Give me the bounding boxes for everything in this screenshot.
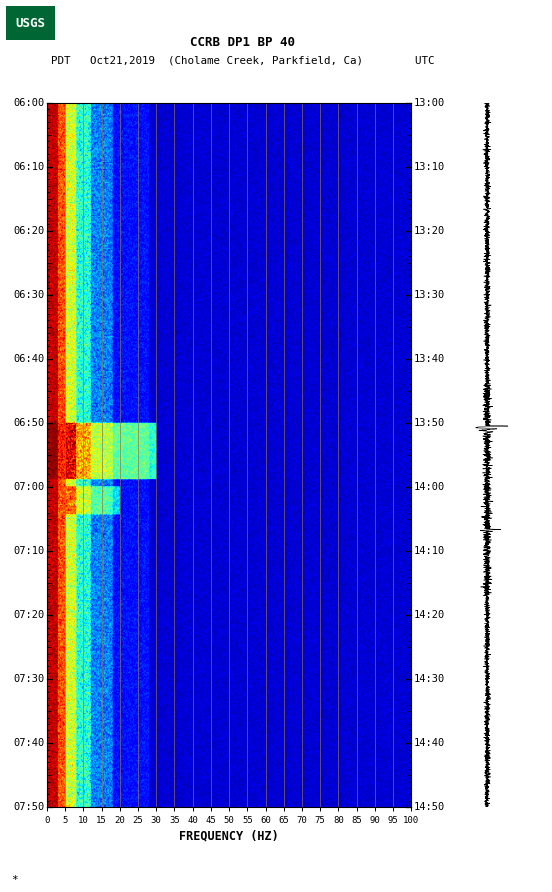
Text: 14:20: 14:20 xyxy=(414,610,445,620)
Text: USGS: USGS xyxy=(15,17,45,29)
Text: 07:30: 07:30 xyxy=(13,674,44,684)
Text: 14:10: 14:10 xyxy=(414,546,445,556)
Text: 06:30: 06:30 xyxy=(13,290,44,300)
Text: 13:10: 13:10 xyxy=(414,161,445,171)
Text: 14:50: 14:50 xyxy=(414,802,445,813)
Text: 14:40: 14:40 xyxy=(414,739,445,748)
Text: 06:50: 06:50 xyxy=(13,417,44,428)
Text: 07:50: 07:50 xyxy=(13,802,44,813)
Text: 14:00: 14:00 xyxy=(414,482,445,492)
FancyBboxPatch shape xyxy=(6,6,55,40)
Text: PDT   Oct21,2019  (Cholame Creek, Parkfield, Ca)        UTC: PDT Oct21,2019 (Cholame Creek, Parkfield… xyxy=(51,55,434,66)
Text: 07:10: 07:10 xyxy=(13,546,44,556)
Text: 06:20: 06:20 xyxy=(13,226,44,235)
Text: 13:30: 13:30 xyxy=(414,290,445,300)
Text: 07:20: 07:20 xyxy=(13,610,44,620)
Text: CCRB DP1 BP 40: CCRB DP1 BP 40 xyxy=(190,37,295,49)
Text: 13:40: 13:40 xyxy=(414,354,445,364)
Text: 13:50: 13:50 xyxy=(414,417,445,428)
X-axis label: FREQUENCY (HZ): FREQUENCY (HZ) xyxy=(179,830,279,842)
Text: 14:30: 14:30 xyxy=(414,674,445,684)
Text: *: * xyxy=(11,875,18,885)
Text: 06:00: 06:00 xyxy=(13,97,44,108)
Text: 06:40: 06:40 xyxy=(13,354,44,364)
Text: 06:10: 06:10 xyxy=(13,161,44,171)
Text: 13:20: 13:20 xyxy=(414,226,445,235)
Text: 07:40: 07:40 xyxy=(13,739,44,748)
Text: 07:00: 07:00 xyxy=(13,482,44,492)
Text: 13:00: 13:00 xyxy=(414,97,445,108)
